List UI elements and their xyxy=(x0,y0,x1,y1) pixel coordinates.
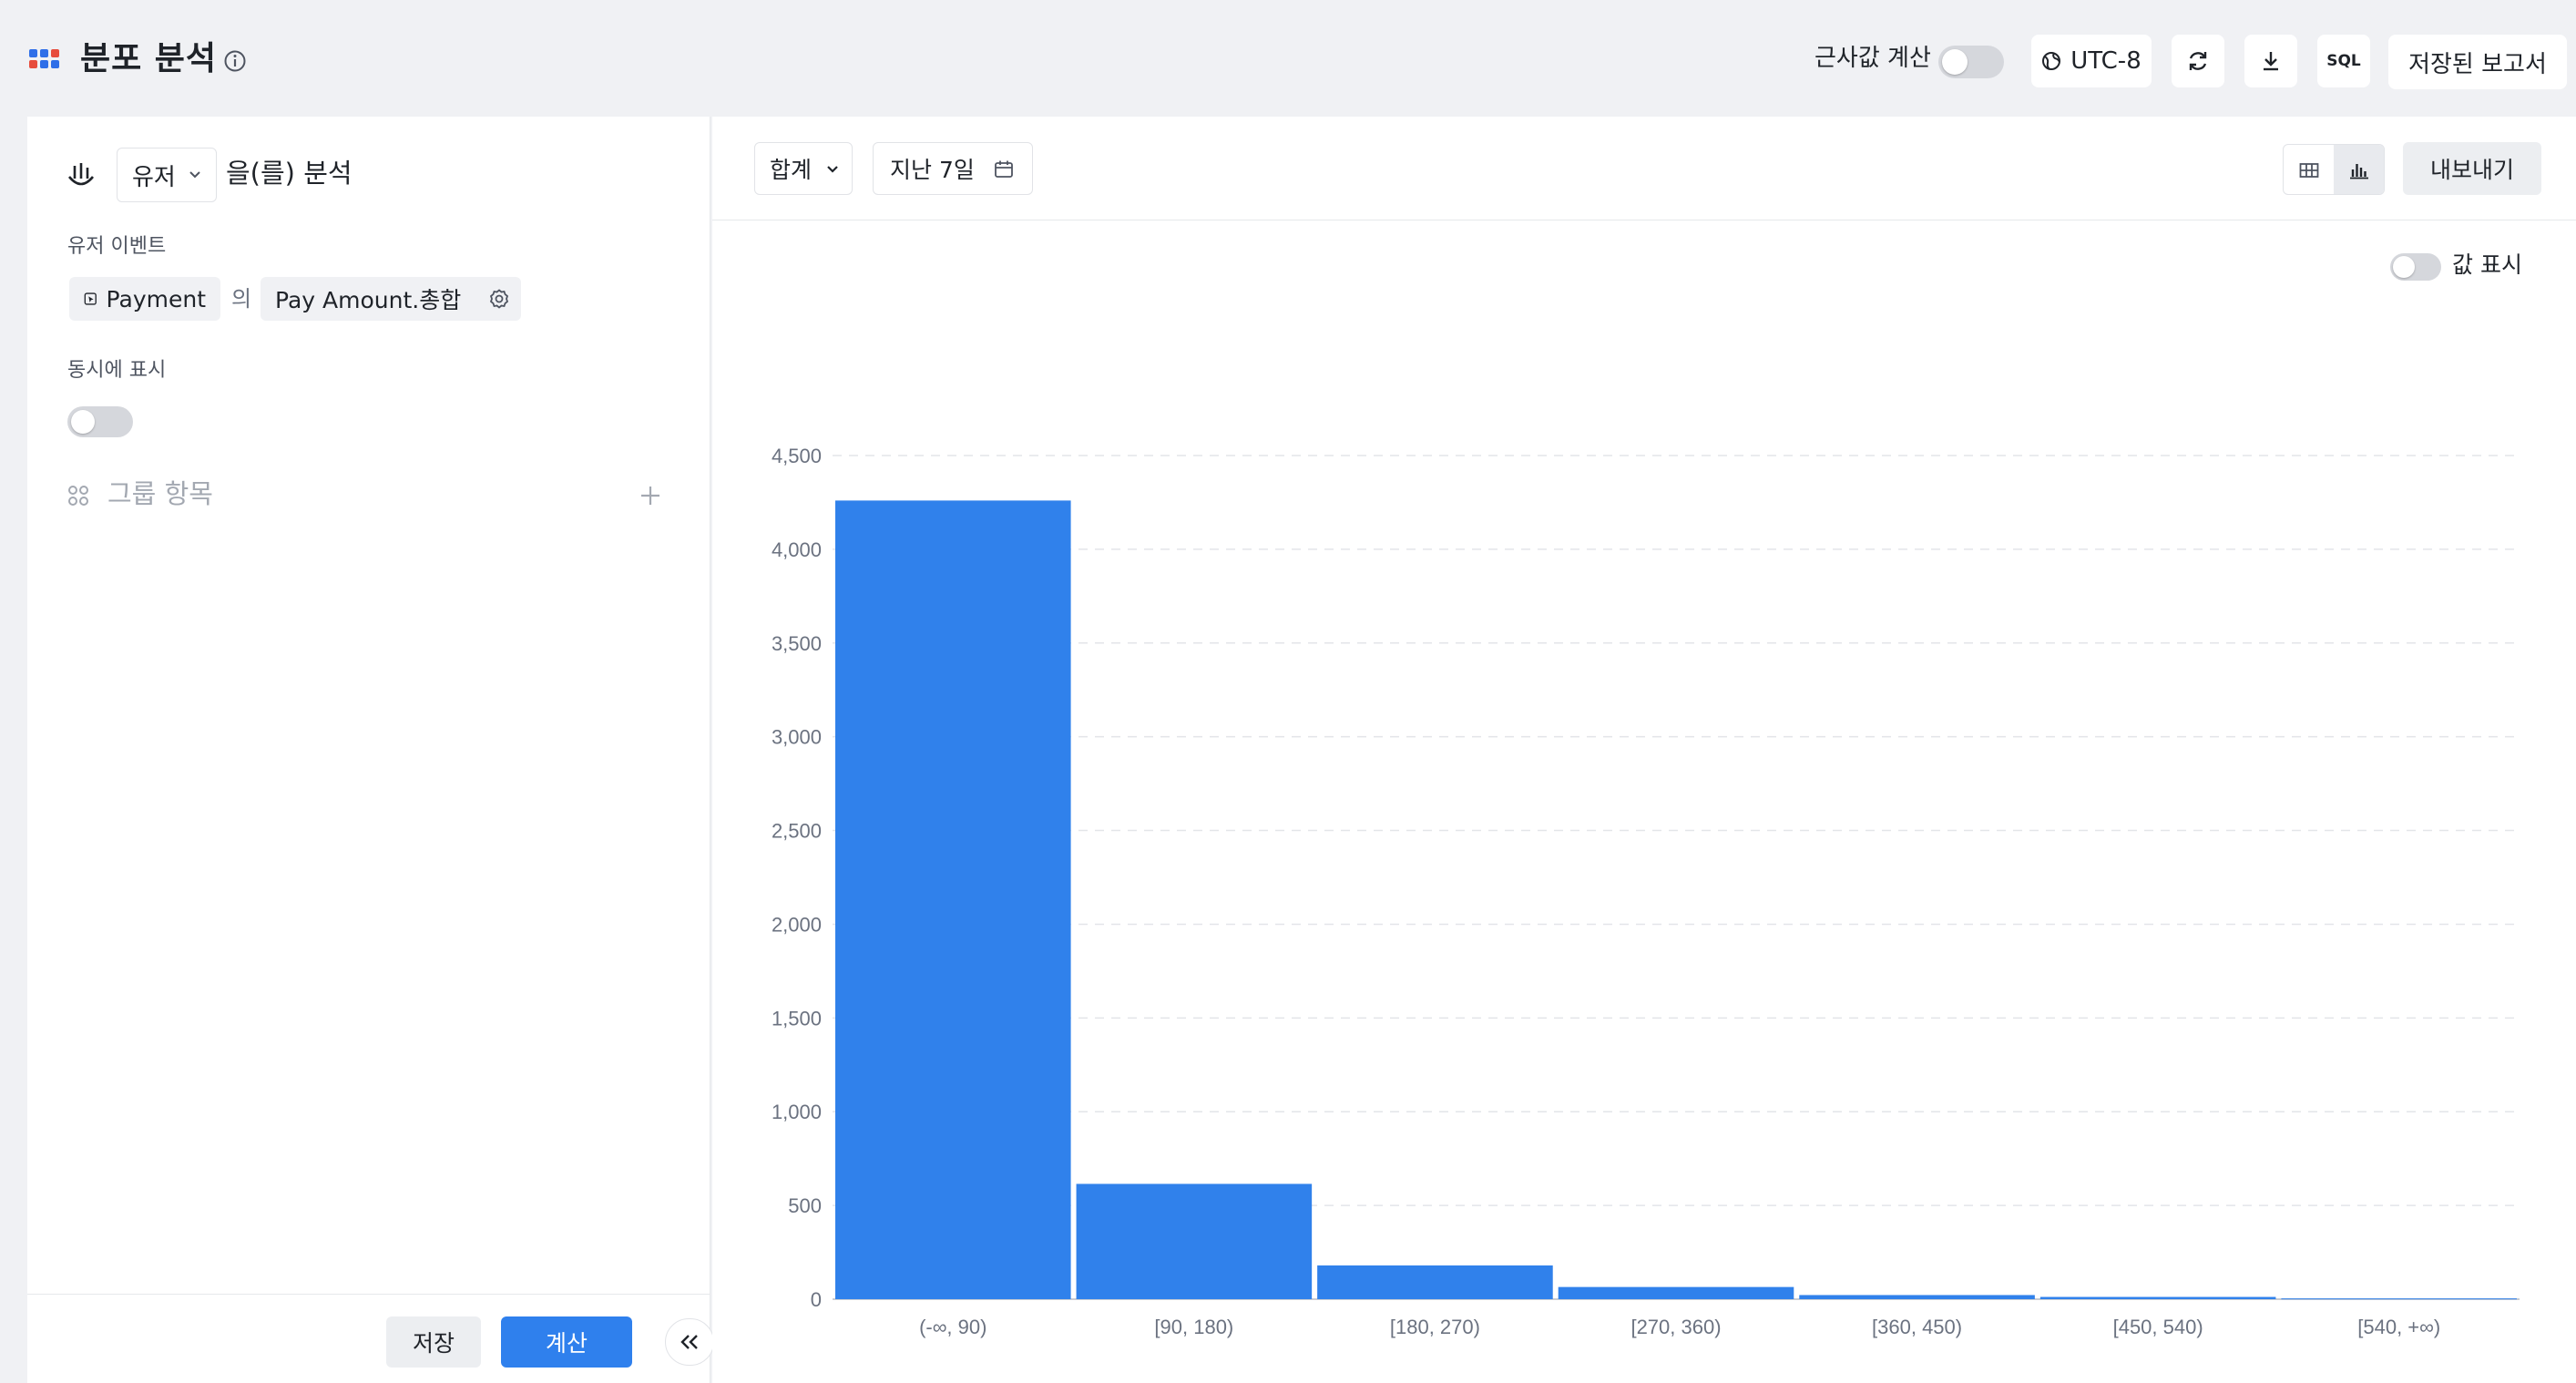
page-title: 분포 분석 xyxy=(80,40,218,77)
x-tick-label: [450, 540) xyxy=(2113,1316,2203,1338)
analyze-suffix-label: 을(를) 분석 xyxy=(226,158,353,189)
subject-select[interactable]: 유저 xyxy=(117,148,217,202)
event-select[interactable]: Payment xyxy=(69,277,220,321)
y-tick-label: 4,500 xyxy=(772,445,822,467)
chevron-down-icon xyxy=(827,166,838,173)
bar xyxy=(1558,1286,1794,1299)
info-icon[interactable] xyxy=(223,49,247,73)
x-tick-label: [540, +∞) xyxy=(2357,1316,2440,1338)
y-tick-label: 3,500 xyxy=(772,632,822,655)
property-settings-button[interactable] xyxy=(477,277,521,321)
save-button[interactable]: 저장 xyxy=(386,1316,481,1368)
analyze-icon xyxy=(67,163,95,186)
x-tick-label: (-∞, 90) xyxy=(919,1316,986,1338)
y-tick-label: 0 xyxy=(811,1288,822,1311)
y-tick-label: 4,000 xyxy=(772,538,822,561)
refresh-button[interactable] xyxy=(2172,35,2224,87)
bar-chart-icon xyxy=(2349,164,2368,179)
y-tick-label: 500 xyxy=(788,1194,822,1217)
chevron-down-icon xyxy=(189,171,200,179)
subject-select-value: 유저 xyxy=(132,163,176,191)
timezone-label: UTC-8 xyxy=(2070,47,2142,75)
show-values-label: 값 표시 xyxy=(2452,251,2522,278)
aggregation-select[interactable]: 합계 xyxy=(754,142,853,195)
simultaneous-toggle[interactable] xyxy=(67,406,133,437)
simultaneous-label: 동시에 표시 xyxy=(67,359,167,382)
x-tick-label: [270, 360) xyxy=(1630,1316,1721,1338)
x-tick-label: [180, 270) xyxy=(1390,1316,1480,1338)
bar xyxy=(2281,1298,2517,1300)
query-footer: 저장 계산 xyxy=(27,1294,714,1383)
y-tick-label: 1,000 xyxy=(772,1101,822,1123)
y-tick-label: 2,000 xyxy=(772,913,822,936)
table-icon xyxy=(2299,163,2318,178)
toggle-knob xyxy=(1942,49,1968,75)
y-tick-label: 1,500 xyxy=(772,1007,822,1030)
distribution-bar-chart: 0 500 1,000 1,500 2,000 2,500 3,000 3,500 4,000 4… xyxy=(772,445,2520,1338)
group-by-label: 그룹 항목 xyxy=(107,478,213,509)
event-name: Payment xyxy=(106,285,206,312)
download-icon xyxy=(2264,52,2278,71)
y-tick-label: 2,500 xyxy=(772,820,822,843)
top-bar: 분포 분석 근사값 계산 UTC-8 SQL 저장된 보고서 xyxy=(0,0,2576,117)
group-icon xyxy=(68,486,88,506)
query-builder-panel: 유저 을(를) 분석 유저 이벤트 Payment 의 Pay Amount.총… xyxy=(27,117,714,1383)
result-panel: 합계 지난 7일 xyxy=(712,117,2576,1383)
date-range-picker[interactable]: 지난 7일 xyxy=(873,142,1033,195)
refresh-icon xyxy=(2189,52,2207,70)
event-section-label: 유저 이벤트 xyxy=(67,235,167,258)
approx-calc-label: 근사값 계산 xyxy=(1814,45,1931,72)
date-range-value: 지난 7일 xyxy=(890,157,975,183)
chart-view-button[interactable] xyxy=(2334,145,2384,194)
approx-calc-toggle[interactable] xyxy=(1938,46,2004,78)
timezone-button[interactable]: UTC-8 xyxy=(2031,35,2152,87)
show-values-toggle[interactable] xyxy=(2390,253,2441,281)
add-group-icon[interactable] xyxy=(638,483,663,508)
bar xyxy=(1799,1295,2035,1299)
sql-button[interactable]: SQL xyxy=(2317,35,2370,87)
bar xyxy=(2039,1296,2276,1299)
calculate-button[interactable]: 계산 xyxy=(501,1316,632,1368)
download-button[interactable] xyxy=(2244,35,2297,87)
event-cursor-icon xyxy=(84,292,97,305)
export-button[interactable]: 내보내기 xyxy=(2403,142,2541,195)
globe-icon xyxy=(2042,52,2061,70)
toggle-knob xyxy=(2393,256,2415,278)
y-tick-label: 3,000 xyxy=(772,726,822,749)
bar xyxy=(835,500,1071,1299)
calendar-icon xyxy=(995,160,1013,178)
double-chevron-left-icon xyxy=(680,1335,698,1349)
table-view-button[interactable] xyxy=(2284,145,2334,194)
bar xyxy=(1076,1183,1313,1299)
property-select[interactable]: Pay Amount.총합 xyxy=(261,277,488,321)
app-logo-icon xyxy=(29,49,59,68)
saved-reports-button[interactable]: 저장된 보고서 xyxy=(2388,35,2567,89)
x-tick-label: [360, 450) xyxy=(1872,1316,1962,1338)
view-mode-toggle xyxy=(2283,144,2385,195)
x-tick-label: [90, 180) xyxy=(1154,1316,1233,1338)
aggregation-value: 합계 xyxy=(770,157,813,183)
gear-icon xyxy=(489,289,509,309)
collapse-panel-button[interactable] xyxy=(665,1318,714,1366)
result-toolbar: 합계 지난 7일 xyxy=(712,117,2576,220)
toggle-knob xyxy=(71,410,95,434)
bar xyxy=(1317,1265,1553,1299)
property-name: Pay Amount.총합 xyxy=(275,287,462,313)
of-connector-label: 의 xyxy=(231,286,252,312)
